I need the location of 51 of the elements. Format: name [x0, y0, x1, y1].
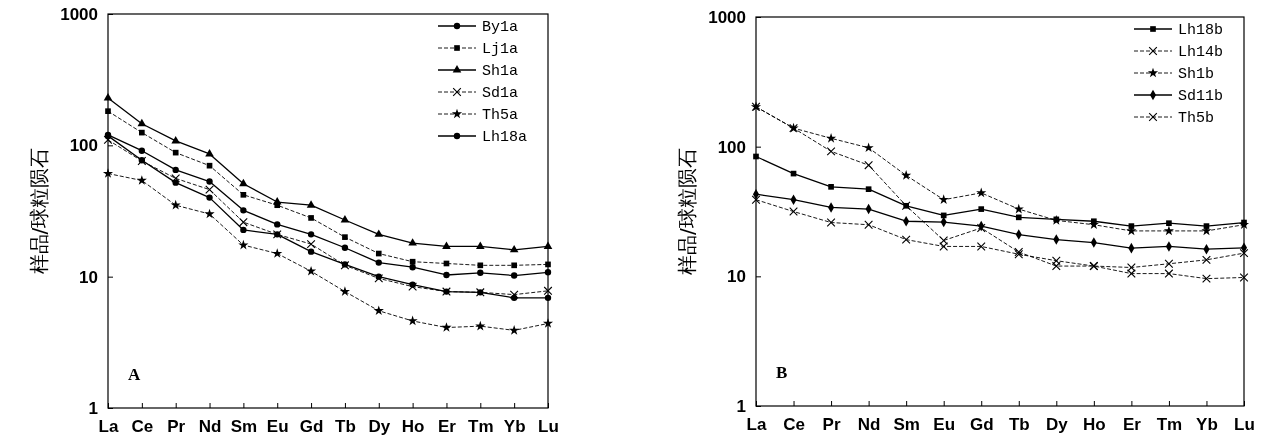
x-tick-label: Dy: [1045, 415, 1069, 435]
x-tick-label: Pr: [167, 417, 186, 437]
y-tick-label: 100: [69, 136, 98, 156]
y-tick-label: 1000: [60, 4, 98, 24]
x-tick-label: Ce: [131, 417, 154, 437]
legend-label: Lh14b: [1178, 44, 1224, 61]
legend-label: Lj1a: [482, 41, 519, 58]
x-tick-label: Eu: [266, 417, 289, 437]
legend-label: Th5a: [482, 107, 519, 124]
x-tick-label: Tb: [335, 417, 356, 437]
legend-label: Th5b: [1178, 110, 1215, 127]
x-tick-label: Lu: [538, 417, 559, 437]
y-axis-title: 样品/球粒陨石: [675, 148, 699, 275]
y-tick-label: 100: [717, 137, 746, 157]
x-tick-label: Pr: [822, 415, 841, 435]
legend-label: Sd1a: [482, 85, 519, 102]
y-tick-label: 10: [79, 267, 98, 287]
x-tick-label: Ho: [1083, 415, 1106, 435]
x-tick-label: La: [746, 415, 767, 435]
legend-label: Lh18a: [482, 129, 528, 146]
x-tick-label: Gd: [299, 417, 324, 437]
legend-label: By1a: [482, 19, 519, 36]
legend-label: Sd11b: [1178, 88, 1224, 105]
x-tick-label: Yb: [1196, 415, 1218, 435]
legend-label: Lh18b: [1178, 22, 1224, 39]
x-tick-label: Yb: [503, 417, 526, 437]
x-tick-label: Gd: [969, 415, 994, 435]
x-tick-label: Tm: [1156, 415, 1183, 435]
x-tick-label: Lu: [1234, 415, 1255, 435]
x-tick-label: Sm: [893, 415, 920, 435]
x-tick-label: Er: [437, 417, 457, 437]
y-tick-label: 1: [736, 396, 746, 416]
x-tick-label: Ce: [783, 415, 805, 435]
x-tick-label: La: [98, 417, 119, 437]
x-tick-label: Nd: [857, 415, 881, 435]
annotation: B: [776, 363, 788, 382]
annotation: A: [128, 365, 141, 384]
x-tick-label: Er: [1122, 415, 1142, 435]
x-tick-label: Dy: [368, 417, 391, 437]
x-tick-label: Eu: [933, 415, 956, 435]
y-axis-title: 样品/球粒陨石: [27, 147, 51, 275]
legend-label: Sh1a: [482, 63, 519, 80]
x-tick-label: Ho: [401, 417, 425, 437]
x-tick-label: Tb: [1008, 415, 1030, 435]
x-tick-label: Tm: [468, 417, 494, 437]
x-tick-label: Nd: [198, 417, 222, 437]
y-tick-label: 10: [727, 267, 746, 287]
legend-label: Sh1b: [1178, 66, 1215, 83]
y-tick-label: 1: [88, 398, 98, 418]
x-tick-label: Sm: [230, 417, 258, 437]
y-tick-label: 1000: [708, 7, 746, 27]
